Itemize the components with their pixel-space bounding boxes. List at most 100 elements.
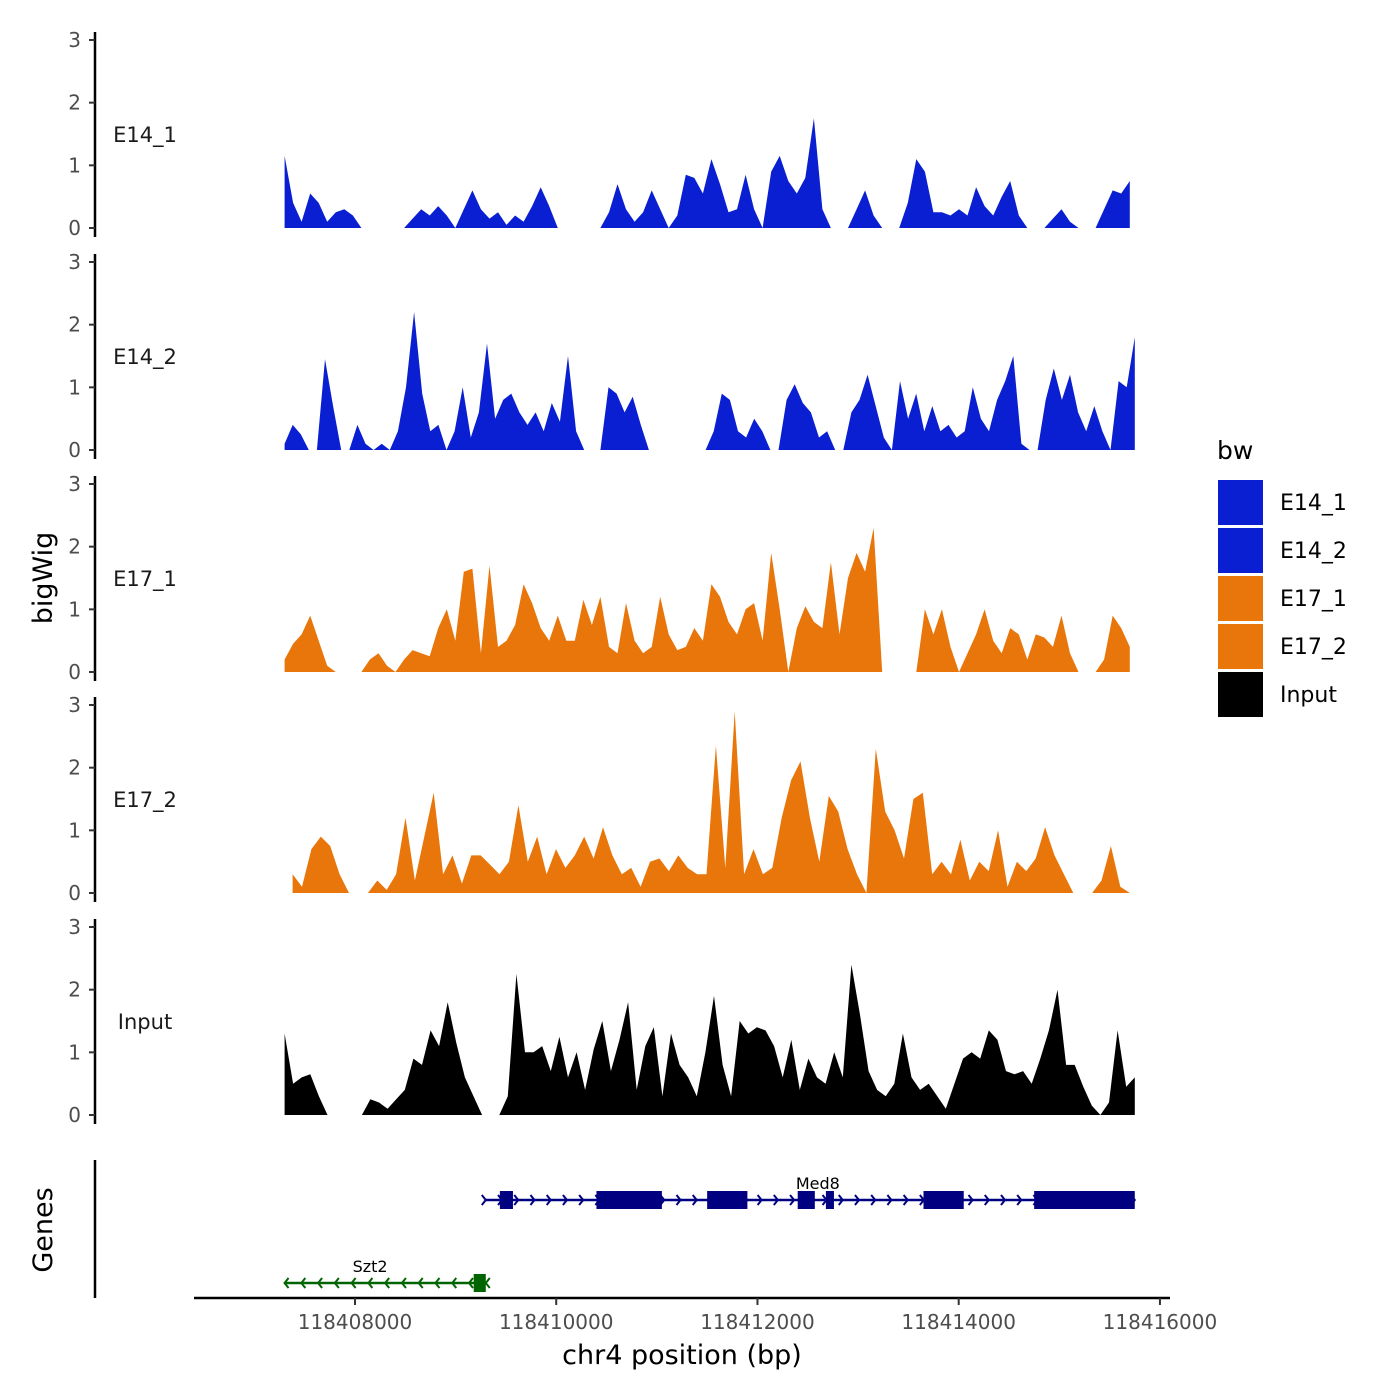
- gene-exon: [473, 1274, 486, 1292]
- strand-chevron-icon: [902, 1194, 909, 1206]
- track-label: Input: [118, 1010, 172, 1034]
- x-axis: 118408000 118410000 118412000 118414000 1184…: [194, 1296, 1218, 1334]
- strand-chevron-icon: [1016, 1194, 1023, 1206]
- strand-chevron-icon: [400, 1277, 407, 1289]
- strand-chevron-icon: [870, 1194, 877, 1206]
- strand-chevron-icon: [529, 1194, 536, 1206]
- gene-panel: Szt2 Med8: [93, 1160, 1137, 1298]
- strand-chevron-icon: [367, 1277, 374, 1289]
- gene-label: Med8: [796, 1174, 840, 1193]
- track-label: E14_1: [113, 123, 177, 148]
- x-tick-label: 118416000: [1103, 1310, 1218, 1334]
- track-input: 0 1 2 3 Input: [68, 915, 1135, 1127]
- y-tick-label: 3: [68, 250, 81, 274]
- track-e17-2: 0 1 2 3 E17_2: [68, 693, 1130, 905]
- y-tick-label: 1: [68, 375, 81, 399]
- strand-chevron-icon: [283, 1277, 290, 1289]
- strand-chevron-icon: [983, 1194, 991, 1206]
- y-tick-label: 1: [68, 153, 81, 177]
- strand-chevron-icon: [316, 1277, 323, 1289]
- gene-exon: [825, 1191, 834, 1209]
- gene-exon: [797, 1191, 815, 1209]
- strand-chevron-icon: [450, 1277, 458, 1289]
- y-tick-label: 2: [68, 535, 81, 559]
- legend-label: E14_1: [1280, 491, 1347, 516]
- legend-label: Input: [1280, 683, 1337, 708]
- x-tick-label: 118410000: [499, 1310, 614, 1334]
- strand-chevron-icon: [513, 1194, 520, 1206]
- strand-chevron-icon: [691, 1194, 698, 1206]
- legend-title: bw: [1217, 436, 1253, 465]
- y-tick-label: 3: [68, 693, 81, 717]
- strand-chevron-icon: [675, 1194, 682, 1206]
- legend-label: E17_1: [1280, 587, 1347, 612]
- strand-chevron-icon: [484, 1277, 491, 1289]
- track-panels: 0 1 2 3 E14_1 0 1 2 3 E14_2 0 1 2 3 E17_1 0 1 2 3 E17_2 0 1 2 3…: [68, 28, 1135, 1127]
- legend-swatch: [1218, 480, 1263, 525]
- strand-chevron-icon: [578, 1194, 585, 1206]
- track-e14-1: 0 1 2 3 E14_1: [68, 28, 1130, 240]
- strand-chevron-icon: [837, 1194, 845, 1206]
- coverage-area-e14-2: [284, 312, 1135, 450]
- track-label: E14_2: [113, 345, 177, 370]
- strand-chevron-icon: [300, 1277, 307, 1289]
- x-tick-label: 118414000: [901, 1310, 1016, 1334]
- gene-exon: [499, 1191, 513, 1209]
- y-tick-label: 3: [68, 472, 81, 496]
- y-tick-label: 0: [68, 660, 81, 684]
- y-tick-label: 2: [68, 91, 81, 115]
- strand-chevron-icon: [854, 1194, 861, 1206]
- legend-swatch: [1218, 576, 1263, 621]
- track-label: E17_1: [113, 567, 177, 592]
- strand-chevron-icon: [467, 1277, 474, 1289]
- y-tick-label: 1: [68, 597, 81, 621]
- y-tick-label: 3: [68, 28, 81, 52]
- legend-swatch: [1218, 528, 1263, 573]
- gene-exon: [707, 1191, 748, 1209]
- strand-chevron-icon: [481, 1194, 488, 1206]
- x-tick-label: 118408000: [298, 1310, 413, 1334]
- gene-exon: [596, 1191, 662, 1209]
- track-e17-1: 0 1 2 3 E17_1: [68, 472, 1130, 684]
- gene-exon: [1034, 1191, 1135, 1209]
- gene-exon: [923, 1191, 964, 1209]
- coverage-area-e17-1: [284, 527, 1130, 672]
- track-label: E17_2: [113, 788, 177, 813]
- y-tick-label: 0: [68, 881, 81, 905]
- strand-chevron-icon: [789, 1194, 796, 1206]
- strand-chevron-icon: [350, 1277, 357, 1289]
- gene-label: Szt2: [353, 1257, 388, 1276]
- gene-med8: Med8: [481, 1174, 1137, 1209]
- strand-chevron-icon: [967, 1194, 974, 1206]
- y-tick-label: 2: [68, 756, 81, 780]
- x-axis-title: chr4 position (bp): [562, 1340, 802, 1371]
- y-tick-label: 0: [68, 438, 81, 462]
- strand-chevron-icon: [1000, 1194, 1007, 1206]
- coverage-area-input: [284, 964, 1135, 1115]
- y-tick-label: 0: [68, 216, 81, 240]
- strand-chevron-icon: [773, 1194, 780, 1206]
- strand-chevron-icon: [756, 1194, 763, 1206]
- strand-chevron-icon: [562, 1194, 569, 1206]
- coverage-area-e17-2: [292, 711, 1130, 893]
- strand-chevron-icon: [434, 1277, 441, 1289]
- track-e14-2: 0 1 2 3 E14_2: [68, 250, 1135, 462]
- strand-chevron-icon: [333, 1277, 340, 1289]
- y-tick-label: 1: [68, 1040, 81, 1064]
- strand-chevron-icon: [417, 1277, 424, 1289]
- gene-szt2: Szt2: [283, 1257, 491, 1292]
- legend-swatch: [1218, 672, 1263, 717]
- legend-swatch: [1218, 624, 1263, 669]
- y-tick-label: 2: [68, 313, 81, 337]
- strand-chevron-icon: [545, 1194, 552, 1206]
- genes-axis-title: Genes: [28, 1187, 59, 1272]
- strand-chevron-icon: [886, 1194, 893, 1206]
- strand-chevron-icon: [383, 1277, 390, 1289]
- y-tick-label: 3: [68, 915, 81, 939]
- y-tick-label: 0: [68, 1103, 81, 1127]
- legend-label: E14_2: [1280, 539, 1347, 564]
- coverage-area-e14-1: [284, 118, 1130, 228]
- y-tick-label: 2: [68, 978, 81, 1002]
- y-tick-label: 1: [68, 818, 81, 842]
